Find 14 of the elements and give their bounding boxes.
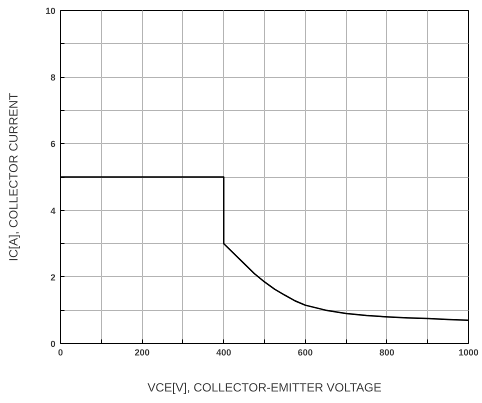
y-tick-label: 6 <box>50 139 56 150</box>
y-axis-title: IC[A], COLLECTOR CURRENT <box>6 92 20 262</box>
y-tick-label: 10 <box>45 6 56 16</box>
x-tick-label: 800 <box>379 348 394 358</box>
x-axis-title: VCE[V], COLLECTOR-EMITTER VOLTAGE <box>147 380 382 394</box>
x-tick-label: 200 <box>134 348 150 358</box>
y-tick-label: 0 <box>50 339 56 349</box>
x-tick-label: 400 <box>216 348 232 358</box>
x-tick-label: 600 <box>298 348 313 358</box>
x-tick-label: 0 <box>58 348 64 358</box>
y-tick-label: 4 <box>50 206 56 216</box>
y-tick-label: 8 <box>50 72 56 83</box>
y-tick-label: 2 <box>50 272 56 282</box>
x-tick-label: 1000 <box>458 348 479 358</box>
